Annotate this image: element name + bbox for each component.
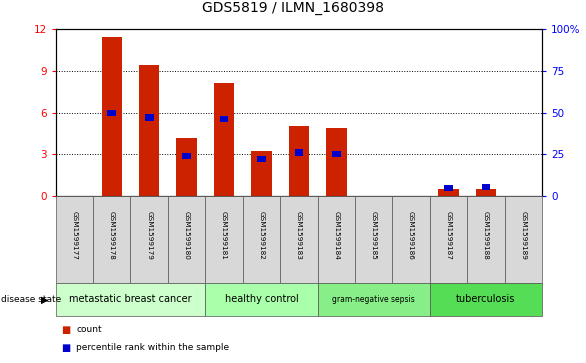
- Text: count: count: [76, 325, 102, 334]
- Text: GSM1599184: GSM1599184: [333, 211, 339, 260]
- Bar: [251, 151, 272, 196]
- Bar: [182, 153, 191, 159]
- Text: GSM1599186: GSM1599186: [408, 211, 414, 260]
- Text: GSM1599189: GSM1599189: [520, 211, 526, 260]
- Bar: [145, 114, 154, 121]
- Text: GSM1599183: GSM1599183: [296, 211, 302, 260]
- Text: healthy control: healthy control: [224, 294, 298, 305]
- Bar: [476, 189, 496, 196]
- Bar: [257, 156, 266, 162]
- Bar: [295, 150, 303, 156]
- Text: tuberculosis: tuberculosis: [456, 294, 516, 305]
- Text: GSM1599179: GSM1599179: [146, 211, 152, 260]
- Text: GSM1599188: GSM1599188: [483, 211, 489, 260]
- Bar: [332, 151, 340, 158]
- Text: disease state: disease state: [1, 295, 61, 304]
- Bar: [214, 83, 234, 196]
- Text: ▶: ▶: [42, 294, 49, 305]
- Bar: [176, 138, 197, 196]
- Text: ■: ■: [62, 325, 71, 335]
- Text: GSM1599177: GSM1599177: [71, 211, 77, 260]
- Bar: [139, 65, 159, 196]
- Text: ■: ■: [62, 343, 71, 353]
- Bar: [220, 116, 229, 122]
- Bar: [107, 110, 116, 117]
- Text: GSM1599185: GSM1599185: [371, 211, 377, 260]
- Bar: [101, 37, 122, 196]
- Text: percentile rank within the sample: percentile rank within the sample: [76, 343, 229, 352]
- Bar: [438, 189, 459, 196]
- Bar: [326, 128, 346, 196]
- Bar: [288, 126, 309, 196]
- Bar: [444, 184, 453, 191]
- Bar: [482, 184, 490, 190]
- Text: GSM1599180: GSM1599180: [183, 211, 190, 260]
- Text: GDS5819 / ILMN_1680398: GDS5819 / ILMN_1680398: [202, 0, 384, 15]
- Text: gram-negative sepsis: gram-negative sepsis: [332, 295, 415, 304]
- Text: GSM1599182: GSM1599182: [258, 211, 264, 260]
- Text: metastatic breast cancer: metastatic breast cancer: [69, 294, 192, 305]
- Text: GSM1599178: GSM1599178: [109, 211, 115, 260]
- Text: GSM1599181: GSM1599181: [221, 211, 227, 260]
- Text: GSM1599187: GSM1599187: [445, 211, 452, 260]
